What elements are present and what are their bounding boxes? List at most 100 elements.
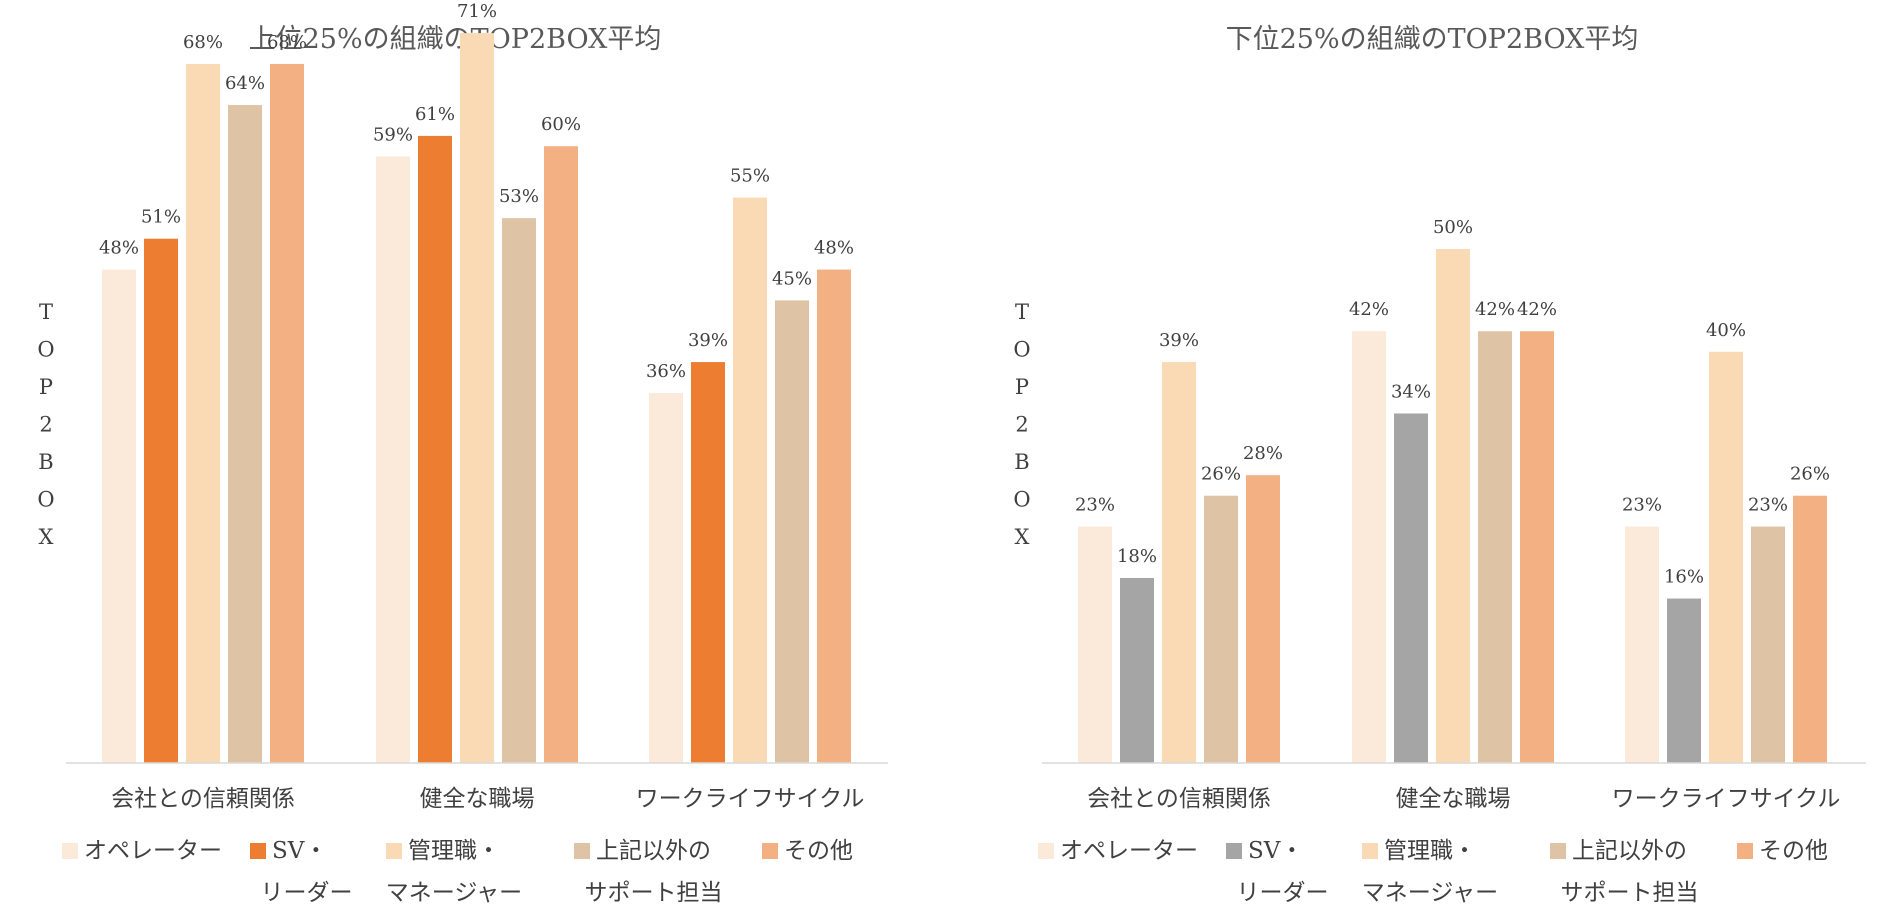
legend-label: その他 [784, 838, 853, 864]
data-label: 71% [457, 1, 497, 22]
legend-swatch [1737, 843, 1753, 859]
bar [775, 300, 809, 763]
data-label: 60% [541, 114, 581, 135]
data-label: 23% [1748, 495, 1788, 516]
bar [1520, 331, 1554, 763]
data-label: 48% [99, 238, 139, 259]
bar [1352, 331, 1386, 763]
legend-label: 管理職・ [1384, 838, 1476, 864]
data-label: 45% [772, 268, 812, 289]
legend-label: サポート担当 [1561, 880, 1699, 906]
legend-label: マネージャー [386, 880, 522, 906]
chart-bottom25: 下位25%の組織のTOP2BOX平均 TOP2BOX 23%18%39%26%2… [1013, 24, 1866, 906]
data-label: 68% [267, 32, 307, 53]
chart-title: 下位25%の組織のTOP2BOX平均 [1226, 24, 1639, 55]
category-label: 会社との信頼関係 [111, 786, 295, 812]
legend-swatch [1226, 843, 1242, 859]
data-label: 48% [814, 238, 854, 259]
legend-label: マネージャー [1362, 880, 1498, 906]
data-label: 23% [1622, 495, 1662, 516]
bar [1162, 362, 1196, 763]
y-axis-label-char: 2 [39, 413, 52, 437]
legend-label: 上記以外の [596, 838, 711, 864]
data-label: 26% [1790, 464, 1830, 485]
legend-item: オペレーター [62, 838, 222, 864]
legend-swatch [386, 843, 402, 859]
bar [1793, 495, 1827, 763]
category-label: ワークライフサイクル [636, 786, 865, 812]
legend-swatch [1038, 843, 1054, 859]
data-label: 42% [1517, 299, 1557, 320]
bar [1078, 526, 1112, 763]
y-axis-label: TOP2BOX [37, 300, 54, 549]
plot-area: 23%18%39%26%28%42%34%50%42% 42%23%16%40%2… [1075, 217, 1830, 763]
bar [228, 105, 262, 763]
bar [544, 146, 578, 763]
y-axis-label-char: O [37, 338, 54, 362]
legend-swatch [250, 843, 266, 859]
data-label: 23% [1075, 495, 1115, 516]
bar [1436, 249, 1470, 763]
data-label: 53% [499, 186, 539, 207]
data-label: 68% [183, 32, 223, 53]
bar [691, 362, 725, 763]
data-label: 36% [646, 361, 686, 382]
y-axis-label-char: T [1015, 300, 1029, 324]
data-label: 42% [1349, 299, 1389, 320]
legend-item: その他 [1737, 838, 1828, 864]
legend-item: オペレーター [1038, 838, 1198, 864]
data-label: 59% [373, 124, 413, 145]
legend-label: リーダー [1237, 880, 1329, 906]
bar [649, 392, 683, 763]
bar [270, 63, 304, 763]
data-label: 16% [1664, 567, 1704, 588]
bar [102, 269, 136, 763]
legend-item: その他 [762, 838, 853, 864]
bar [1394, 413, 1428, 763]
category-label: 健全な職場 [420, 786, 535, 812]
bar [1478, 331, 1512, 763]
chart-top25: 上位25%の組織のTOP2BOX平均 TOP2BOX 48%51%68%64%6… [37, 1, 888, 906]
data-label: 64% [225, 73, 265, 94]
chart-title: 上位25%の組織のTOP2BOX平均 [249, 24, 662, 55]
data-label: 42% [1475, 299, 1515, 320]
bar [1204, 495, 1238, 763]
data-label: 39% [1159, 330, 1199, 351]
y-axis-label-char: O [1013, 338, 1030, 362]
data-label: 39% [688, 330, 728, 351]
legend-label: オペレーター [84, 838, 222, 864]
y-axis-label-char: X [39, 525, 54, 549]
bar [1709, 351, 1743, 763]
legend-item: SV・リーダー [250, 838, 353, 906]
legend-item: SV・リーダー [1226, 838, 1329, 906]
y-axis-label-char: O [37, 488, 54, 512]
category-labels: 会社との信頼関係 健全な職場 ワークライフサイクル [111, 786, 864, 812]
data-label: 61% [415, 104, 455, 125]
legend-item: 管理職・マネージャー [386, 838, 522, 906]
bar [1667, 598, 1701, 763]
bar [460, 33, 494, 764]
data-label: 50% [1433, 217, 1473, 238]
legend-label: リーダー [261, 880, 353, 906]
legend-label: その他 [1759, 838, 1828, 864]
bar [1120, 577, 1154, 763]
bar [1751, 526, 1785, 763]
category-label: 会社との信頼関係 [1087, 786, 1271, 812]
bar [376, 156, 410, 764]
y-axis-label-char: T [39, 300, 53, 324]
y-axis-label-char: P [39, 375, 53, 399]
data-label: 40% [1706, 320, 1746, 341]
data-label: 34% [1391, 381, 1431, 402]
legend-label: 管理職・ [408, 838, 500, 864]
y-axis-label-char: O [1013, 488, 1030, 512]
legend-swatch [762, 843, 778, 859]
legend-swatch [1362, 843, 1378, 859]
data-label: 51% [141, 207, 181, 228]
legend-swatch [574, 843, 590, 859]
y-axis-label-char: X [1015, 525, 1030, 549]
legend-label: SV・ [272, 838, 327, 864]
